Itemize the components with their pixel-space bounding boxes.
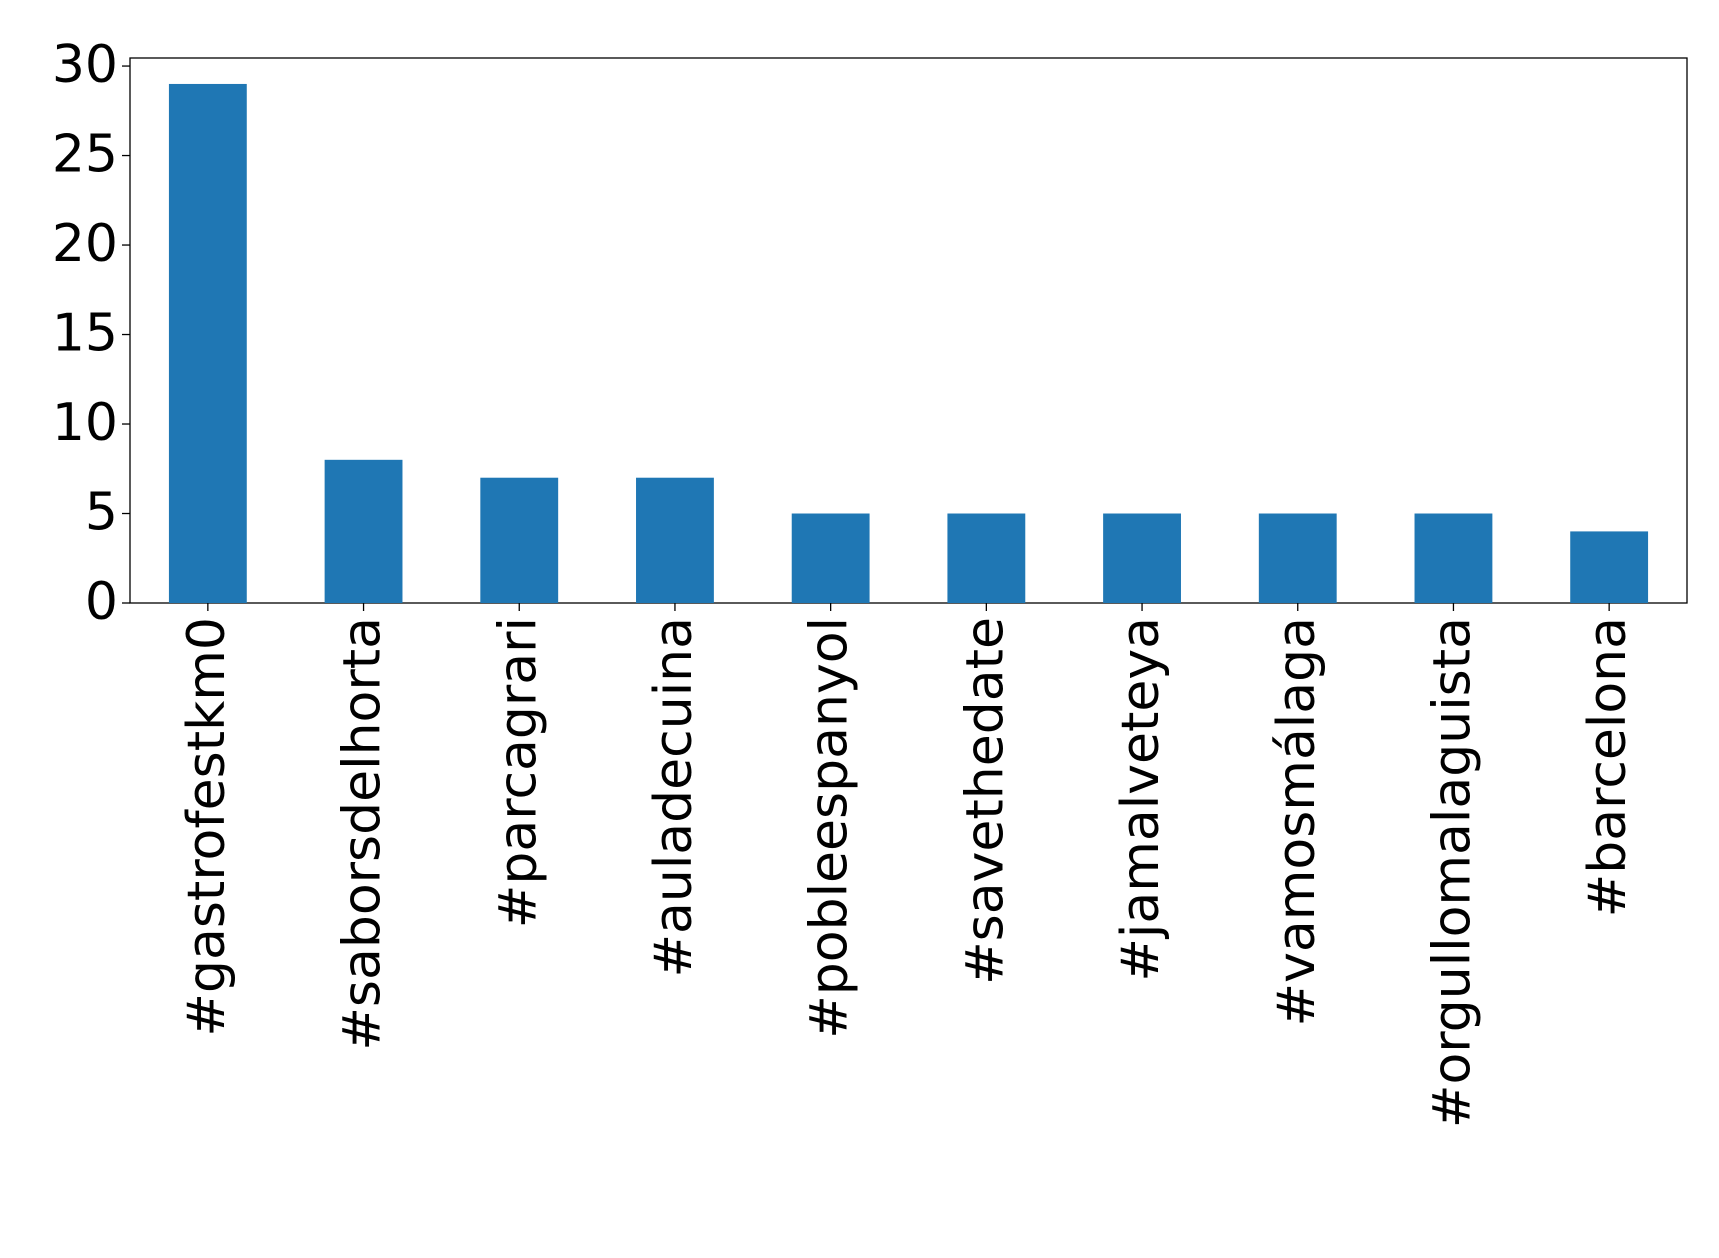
y-tick-label: 15 [52, 304, 118, 364]
y-tick-label: 30 [52, 35, 118, 95]
x-tick-label: #gastrofestkm0 [177, 617, 237, 1037]
plot-frame [129, 57, 1688, 604]
x-tick-label: #auladecuina [644, 617, 704, 978]
x-tick-label: #vamosmálaga [1267, 617, 1327, 1026]
x-tick-label: #pobleespanyol [800, 617, 860, 1039]
bar [791, 513, 870, 603]
bar [168, 83, 247, 603]
bar [480, 477, 559, 603]
x-tick-label: #savethedate [955, 617, 1015, 985]
x-tick-label: #parcagrari [488, 617, 548, 928]
bar [947, 513, 1026, 603]
y-tick-label: 20 [52, 214, 118, 274]
bar [324, 459, 403, 603]
y-tick-label: 10 [52, 393, 118, 453]
bar [1103, 513, 1181, 603]
y-tick-label: 5 [85, 483, 118, 543]
x-tick-label: #jamalveteya [1111, 617, 1171, 982]
x-tick-label: #orgullomalaguista [1422, 617, 1482, 1128]
bar [636, 477, 714, 603]
x-tick-label: #saborsdelhorta [333, 617, 393, 1051]
y-tick-label: 0 [85, 572, 118, 632]
y-tick-label: 25 [52, 125, 118, 185]
bar [1258, 513, 1337, 603]
bar [1414, 513, 1493, 603]
bar [1570, 531, 1649, 603]
x-tick-label: #barcelona [1578, 617, 1638, 917]
